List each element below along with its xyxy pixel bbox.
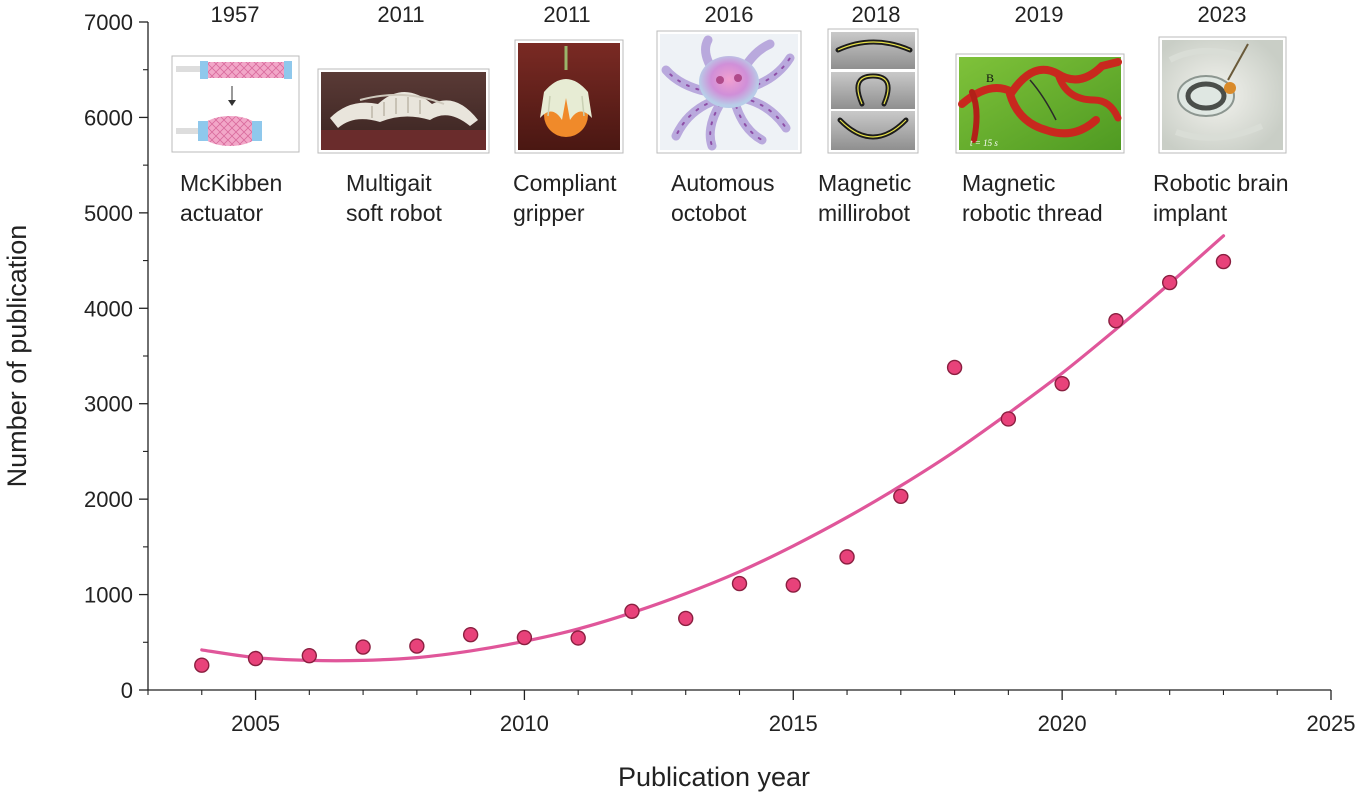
robotic-thread-time-label: t = 15 s	[970, 138, 998, 148]
milestone-label-line1: Automous	[671, 170, 775, 196]
compliant-gripper-image	[514, 39, 624, 154]
milestone-label-line1: Magnetic	[818, 170, 911, 196]
milestone-label-line2: robotic thread	[962, 200, 1103, 226]
milestone-label-line2: millirobot	[818, 200, 911, 226]
data-point-2014	[731, 575, 748, 592]
data-point-2022	[1161, 274, 1178, 291]
milestone-gripper: 2011 Compliant gripper	[513, 2, 624, 226]
data-point-2009	[462, 626, 479, 643]
y-tick-label: 0	[121, 678, 133, 703]
data-point-2005	[247, 650, 264, 667]
y-tick-label: 3000	[84, 392, 133, 417]
milestone-millirobot: 2018 Magnetic millirobot	[818, 2, 919, 226]
milestone-year: 2019	[1015, 2, 1064, 27]
x-tick-label: 2005	[231, 711, 280, 736]
fit-curve-layer	[200, 234, 1226, 663]
x-tick-label: 2015	[769, 711, 818, 736]
milestone-label-line2: gripper	[513, 200, 585, 226]
data-point-2015	[785, 577, 801, 593]
x-tick-label: 2010	[500, 711, 549, 736]
milestone-label-line1: Compliant	[513, 170, 617, 196]
data-point-2012	[624, 603, 640, 619]
brain-implant-image	[1158, 36, 1287, 154]
millirobot-image	[827, 28, 919, 154]
data-point-2004	[194, 657, 210, 673]
y-tick-label: 7000	[84, 10, 133, 35]
y-axis-title: Number of publication	[2, 225, 32, 488]
milestone-year: 2011	[377, 2, 424, 27]
milestone-robotic-thread: 2019 B t = 15 s Magnetic robotic thread	[955, 2, 1125, 226]
multigait-soft-robot-image	[317, 68, 490, 154]
data-point-2017	[893, 488, 909, 504]
milestone-label-line2: soft robot	[346, 200, 442, 226]
fit-curve-line	[200, 234, 1226, 663]
data-point-2007	[355, 639, 371, 655]
data-point-2019	[1000, 411, 1017, 427]
data-point-2016	[839, 549, 855, 565]
x-tick-label: 2020	[1038, 711, 1087, 736]
milestone-year: 2011	[543, 2, 590, 27]
data-point-2006	[301, 647, 318, 664]
milestone-brain-implant: 2023 Robotic brain implant	[1153, 2, 1289, 226]
milestone-year: 2023	[1198, 2, 1247, 27]
data-point-2018	[946, 359, 963, 376]
milestone-mckibben: 1957 McKibben actuator	[171, 2, 300, 226]
data-point-2010	[516, 629, 533, 646]
mckibben-actuator-image	[171, 55, 300, 153]
x-axis-title: Publication year	[618, 762, 810, 792]
milestone-label-line1: Robotic brain	[1153, 170, 1289, 196]
y-tick-label: 5000	[84, 201, 133, 226]
milestones: 1957 McKibben actuator 2011	[171, 2, 1289, 226]
data-point-2011	[570, 630, 586, 646]
y-tick-label: 2000	[84, 487, 133, 512]
robotic-thread-panel-letter: B	[986, 71, 994, 85]
x-ticks: 2005 2010 2015 2020 2025	[147, 690, 1356, 736]
data-point-2020	[1054, 375, 1070, 392]
milestone-label-line1: McKibben	[180, 170, 282, 196]
y-ticks: 0 1000 2000 3000 4000 5000 6000 7000	[84, 10, 148, 703]
data-point-2023	[1215, 253, 1232, 270]
milestone-multigait: 2011 Multigait soft robot	[317, 2, 490, 226]
milestone-label-line2: octobot	[671, 200, 747, 226]
x-tick-label: 2025	[1307, 711, 1356, 736]
milestone-label-line1: Magnetic	[962, 170, 1055, 196]
data-point-2008	[409, 638, 425, 654]
milestone-label-line2: implant	[1153, 200, 1228, 226]
y-tick-label: 4000	[84, 296, 133, 321]
data-point-2013	[678, 610, 694, 627]
milestone-year: 2016	[705, 2, 754, 27]
octobot-image	[656, 30, 802, 154]
milestone-label-line2: actuator	[180, 200, 263, 226]
scatter-points-layer	[194, 253, 1232, 673]
milestone-year: 2018	[852, 2, 901, 27]
y-tick-label: 6000	[84, 105, 133, 130]
milestone-year: 1957	[211, 2, 260, 27]
robotic-thread-image: B t = 15 s	[955, 53, 1125, 154]
milestone-octobot: 2016 Automous octobot	[656, 2, 802, 226]
milestone-label-line1: Multigait	[346, 170, 432, 196]
y-tick-label: 1000	[84, 583, 133, 608]
data-point-2021	[1108, 312, 1124, 329]
